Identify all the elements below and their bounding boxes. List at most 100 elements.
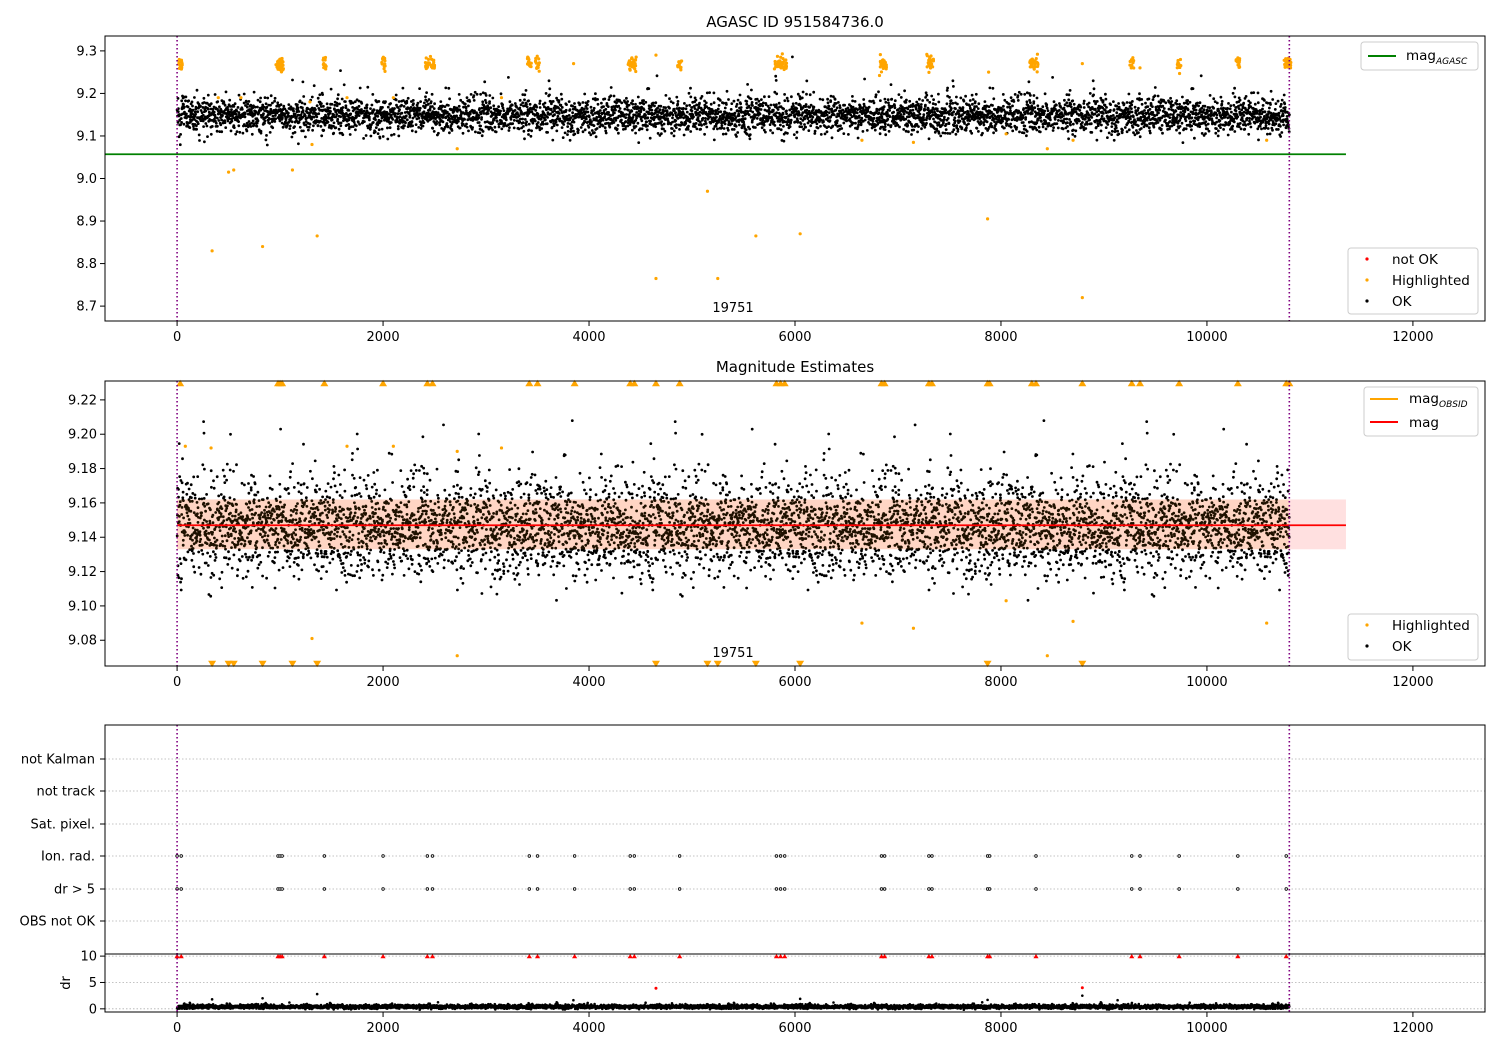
highlighted-cluster-point bbox=[281, 63, 285, 67]
highlighted-point bbox=[716, 276, 720, 281]
highlighted-cluster-point bbox=[628, 67, 632, 71]
highlighted-cluster-point bbox=[281, 67, 285, 71]
highlighted-point bbox=[1080, 296, 1084, 300]
highlighted-cluster-point bbox=[1236, 57, 1241, 61]
flags-panel-axes: not Kalman not track Sat. pixel. Ion. rad. d… bbox=[20, 753, 105, 930]
highlighted-point bbox=[911, 626, 916, 630]
highlighted-above-marker bbox=[1136, 379, 1144, 387]
x-tick-label: 8000 bbox=[984, 1021, 1017, 1036]
highlighted-cluster-point bbox=[929, 58, 933, 62]
y-tick-label: 9.14 bbox=[68, 531, 97, 546]
y-tick-label: 9.08 bbox=[68, 634, 97, 649]
highlighted-cluster-point bbox=[634, 55, 638, 59]
highlighted-point bbox=[345, 444, 349, 448]
agasc-panel-data bbox=[105, 36, 1346, 321]
highlighted-below-marker bbox=[703, 660, 712, 668]
ion-rad-flag-point bbox=[927, 854, 931, 858]
highlighted-cluster-point bbox=[526, 57, 530, 61]
highlighted-above-marker bbox=[570, 379, 579, 387]
not-ok-clipped-marker bbox=[178, 954, 184, 959]
highlighted-cluster-point bbox=[180, 61, 184, 66]
highlighted-below-marker bbox=[651, 660, 660, 668]
flag-category-label: not track bbox=[36, 785, 95, 800]
x-tick-label: 2000 bbox=[367, 1021, 400, 1036]
highlighted-above-marker bbox=[423, 379, 432, 387]
highlighted-point bbox=[455, 147, 459, 151]
dr-flag-point bbox=[778, 887, 783, 891]
highlighted-point bbox=[654, 53, 658, 57]
y-tick-label: 8.8 bbox=[76, 257, 97, 272]
ok-outlier-point bbox=[261, 996, 264, 1000]
highlighted-cluster-point bbox=[1035, 61, 1039, 65]
dr-flag-point bbox=[572, 887, 577, 891]
ion-rad-flag-point bbox=[535, 854, 540, 858]
highlighted-below-marker bbox=[313, 660, 322, 668]
highlighted-above-marker bbox=[630, 379, 639, 387]
highlighted-cluster-point bbox=[323, 57, 327, 61]
ion-rad-flag-point bbox=[430, 854, 435, 858]
highlighted-below-marker bbox=[288, 660, 297, 668]
x-tick-label: 4000 bbox=[572, 330, 605, 345]
highlighted-point bbox=[860, 621, 864, 625]
not-ok-clipped-marker bbox=[429, 954, 436, 959]
highlighted-above-marker bbox=[1233, 379, 1242, 387]
highlighted-cluster-point bbox=[884, 63, 888, 67]
x-tick-label: 10000 bbox=[1186, 330, 1227, 345]
highlighted-cluster-point bbox=[927, 70, 931, 74]
highlighted-cluster-point bbox=[1029, 62, 1033, 66]
highlighted-cluster-point bbox=[324, 64, 328, 68]
highlighted-point bbox=[391, 96, 395, 100]
highlighted-below-marker bbox=[983, 660, 992, 668]
highlighted-point bbox=[1071, 138, 1075, 142]
highlighted-below-marker bbox=[229, 660, 238, 668]
highlighted-above-marker bbox=[927, 379, 936, 387]
dr-flag-point bbox=[430, 887, 435, 891]
highlighted-cluster-point bbox=[1034, 56, 1038, 61]
highlighted-point bbox=[705, 189, 710, 193]
dr-flag-point bbox=[280, 887, 284, 891]
highlighted-point bbox=[260, 244, 265, 249]
dr-flag-point bbox=[774, 887, 779, 891]
highlighted-point bbox=[183, 444, 187, 448]
dr-flag-point bbox=[1284, 887, 1288, 891]
highlighted-cluster-point bbox=[879, 70, 884, 74]
highlighted-cluster-point bbox=[383, 59, 387, 63]
ion-rad-flag-point bbox=[987, 854, 992, 858]
dr-flag-point bbox=[927, 887, 931, 891]
highlighted-cluster-point bbox=[383, 62, 387, 66]
highlighted-point bbox=[310, 142, 314, 147]
highlighted-cluster-point bbox=[1032, 67, 1036, 71]
not-ok-clipped-marker bbox=[627, 954, 633, 959]
y-tick-label: 9.18 bbox=[68, 462, 97, 477]
highlighted-below-marker bbox=[224, 660, 233, 668]
highlighted-cluster-point bbox=[777, 59, 781, 63]
y-tick-label: 9.20 bbox=[68, 428, 97, 443]
highlighted-point bbox=[232, 168, 236, 172]
highlighted-cluster-point bbox=[630, 56, 634, 60]
highlighted-legend-label-2: Highlighted bbox=[1392, 618, 1470, 634]
mag-agasc-legend-label: magAGASC bbox=[1406, 48, 1468, 67]
highlighted-cluster-point bbox=[528, 64, 532, 68]
highlighted-cluster-point bbox=[381, 55, 385, 59]
y-tick-label: 9.3 bbox=[76, 44, 97, 59]
highlighted-above-marker bbox=[780, 379, 789, 387]
highlighted-above-marker bbox=[1175, 379, 1184, 387]
highlighted-cluster-point bbox=[634, 69, 638, 74]
highlighted-above-marker bbox=[880, 379, 889, 387]
not-ok-point bbox=[654, 986, 658, 990]
x-tick-label: 4000 bbox=[572, 1021, 605, 1036]
highlighted-cluster-point bbox=[1028, 59, 1032, 63]
not-ok-clipped-marker bbox=[1176, 954, 1182, 959]
y-tick-label: 0 bbox=[89, 1002, 97, 1017]
highlighted-point bbox=[499, 446, 504, 450]
highlighted-cluster-point bbox=[782, 65, 786, 70]
dr-flag-point bbox=[1177, 887, 1181, 891]
highlighted-cluster-point bbox=[177, 66, 182, 71]
highlighted-cluster-point bbox=[380, 60, 384, 65]
not-ok-clipped-marker bbox=[572, 954, 578, 959]
highlighted-point bbox=[1004, 132, 1008, 136]
highlighted-cluster-point bbox=[276, 67, 280, 71]
agasc-panel-title: AGASC ID 951584736.0 bbox=[706, 13, 884, 31]
ok-data-points bbox=[175, 419, 1291, 602]
